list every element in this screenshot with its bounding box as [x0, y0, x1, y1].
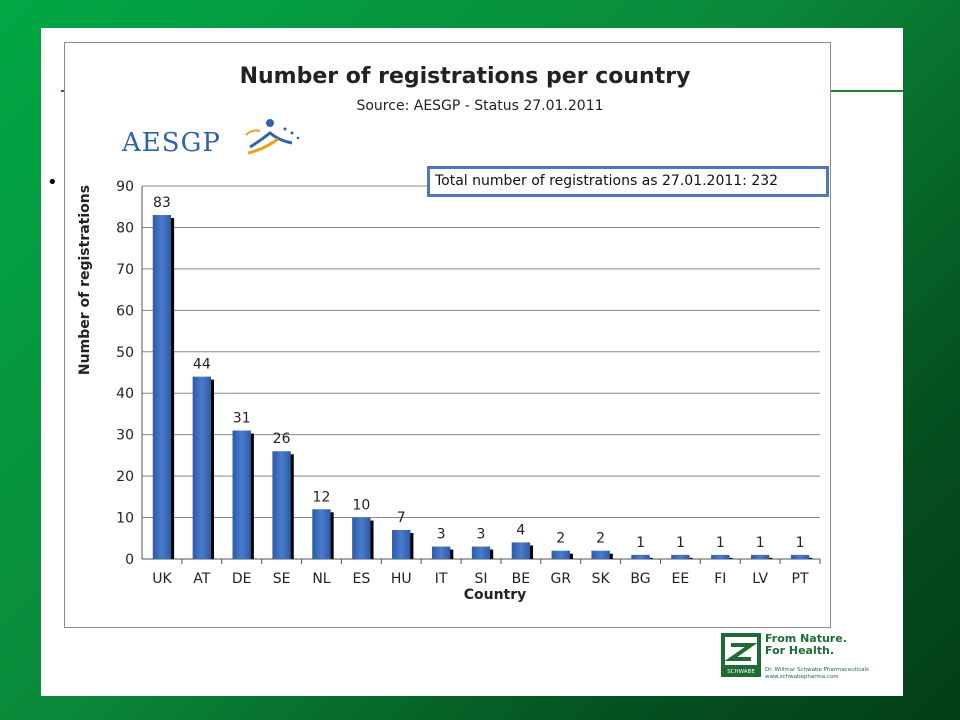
schwabe-slogan: From Nature. For Health.: [765, 633, 897, 657]
x-tick-label: IT: [435, 571, 448, 587]
data-label: 12: [313, 489, 331, 505]
aesgp-figure-icon: [245, 119, 300, 155]
schwabe-logo: SCHWABE From Nature. For Health. Dr. Wil…: [721, 633, 897, 693]
y-tick-label: 60: [116, 303, 134, 319]
bar: [790, 554, 810, 559]
y-tick-label: 40: [116, 386, 134, 402]
x-tick-label: BE: [512, 571, 530, 587]
data-label: 1: [756, 535, 765, 551]
x-tick-label: FI: [714, 571, 726, 587]
bar: [152, 215, 172, 559]
y-axis-label: Number of registrations: [77, 185, 93, 375]
data-label: 1: [796, 535, 805, 551]
x-tick-label: EE: [672, 571, 690, 587]
data-label: 44: [193, 357, 211, 373]
y-tick-label: 80: [116, 220, 134, 236]
data-label: 10: [352, 498, 370, 514]
bar: [751, 554, 770, 559]
data-label: 7: [397, 510, 406, 526]
x-tick-label: SK: [592, 571, 611, 587]
data-label: 4: [516, 522, 525, 538]
x-tick-label: ES: [352, 571, 370, 587]
slogan-line-1: From Nature.: [765, 632, 847, 645]
y-tick-label: 0: [125, 552, 134, 568]
x-axis-label: Country: [464, 587, 527, 603]
bar: [352, 517, 371, 559]
slogan-line-2: For Health.: [765, 644, 835, 657]
bar: [392, 529, 411, 559]
x-tick-label: PT: [792, 571, 809, 587]
chart-title: Number of registrations per country: [240, 64, 691, 89]
schwabe-badge-text: SCHWABE: [727, 669, 755, 675]
bar: [711, 554, 730, 559]
chart-subtitle: Source: AESGP - Status 27.01.2011: [356, 98, 603, 114]
data-label: 1: [676, 535, 685, 551]
bar: [431, 546, 451, 559]
bar: [192, 376, 211, 559]
aesgp-logo-text: AESGP: [121, 128, 221, 158]
data-label: 3: [477, 527, 486, 543]
data-label: 26: [273, 431, 291, 447]
bar: [551, 550, 570, 559]
bar-chart: Number of registrations per country Sour…: [77, 64, 821, 603]
x-tick-label: SI: [474, 571, 487, 587]
x-tick-label: BG: [630, 571, 650, 587]
data-label: 2: [556, 531, 565, 547]
bar: [312, 509, 331, 559]
data-label: 1: [636, 535, 645, 551]
x-tick-label: AT: [193, 571, 210, 587]
chart-frame: Number of registrations per country Sour…: [64, 42, 831, 628]
x-tick-label: SE: [273, 571, 291, 587]
data-label: 2: [596, 531, 605, 547]
bar: [272, 451, 291, 559]
schwabe-company: Dr. Willmar Schwabe Pharmaceuticals www.…: [765, 667, 869, 681]
bar: [232, 430, 251, 559]
y-tick-label: 90: [116, 179, 134, 195]
bullet-point: •: [47, 172, 58, 193]
y-tick-label: 30: [116, 428, 134, 444]
x-tick-label: HU: [391, 571, 412, 587]
y-tick-label: 20: [116, 469, 134, 485]
data-label: 3: [437, 527, 446, 543]
x-tick-label: UK: [152, 571, 172, 587]
y-tick-label: 70: [116, 262, 134, 278]
data-label: 83: [153, 195, 171, 211]
x-tick-label: DE: [232, 571, 252, 587]
aesgp-logo: AESGP: [121, 119, 300, 158]
bar: [591, 550, 610, 559]
company-url: www.schwabepharma.com: [765, 674, 839, 680]
bar: [511, 542, 531, 559]
bar: [471, 546, 491, 559]
data-label: 1: [716, 535, 725, 551]
x-tick-label: NL: [312, 571, 330, 587]
company-name: Dr. Willmar Schwabe Pharmaceuticals: [765, 667, 870, 673]
total-registrations-box: Total number of registrations as 27.01.2…: [427, 166, 829, 197]
schwabe-badge-icon: SCHWABE: [721, 633, 761, 677]
data-label: 31: [233, 411, 251, 427]
bar: [671, 554, 690, 559]
y-tick-label: 10: [116, 511, 134, 527]
x-tick-label: GR: [550, 571, 571, 587]
bar: [631, 554, 650, 559]
y-tick-label: 50: [116, 345, 134, 361]
x-tick-label: LV: [752, 571, 768, 587]
slide: • Number of registrations per country So…: [41, 28, 903, 696]
